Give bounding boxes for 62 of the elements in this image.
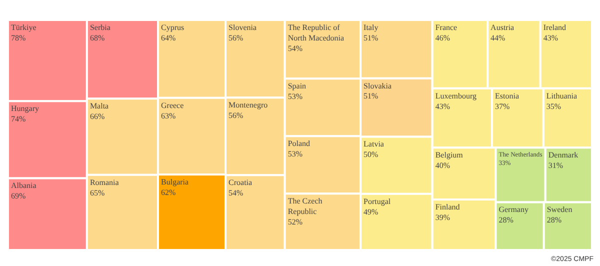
data-label: 62% [161,188,176,197]
data-label: 69% [11,192,26,201]
data-label: 43% [543,33,558,42]
category-label: Italy [364,23,378,32]
data-label: 64% [161,33,176,42]
data-label: 44% [490,33,506,42]
category-label: Latvia [364,140,384,149]
category-label: Sweden [546,205,572,214]
category-label: Malta [90,102,110,111]
data-label: 53% [288,149,303,158]
category-label: Montenegro [228,100,268,110]
category-label: Slovakia [364,81,392,90]
data-label: 35% [546,102,562,111]
category-label: Cyprus [161,23,184,32]
data-label: 65% [90,188,105,198]
category-label: Lithuania [546,91,578,100]
data-label: 28% [498,216,514,225]
category-label: Albania [11,181,37,190]
data-label: 56% [228,110,244,120]
data-label: 50% [364,150,379,160]
category-label: Portugal [364,196,392,206]
data-label: 46% [435,33,450,42]
data-label: 66% [90,112,105,121]
data-label: 49% [364,207,379,216]
category-label: Ireland [543,23,566,32]
data-label: 51% [364,33,379,42]
category-label: Finland [435,202,460,212]
data-label: 54% [288,44,303,53]
data-label: 37% [495,102,510,111]
data-label: 54% [228,188,244,198]
category-label: The Czech Republic [288,196,322,216]
category-label: The Republic of North Macedonia [288,23,344,42]
data-label: 74% [11,114,26,124]
data-label: 43% [435,102,450,111]
category-label: Belgium [435,150,464,160]
category-label: Romania [90,178,120,187]
category-label: Denmark [548,150,578,160]
category-label: Luxembourg [435,91,477,100]
data-label: 56% [228,33,244,42]
data-label: 68% [90,33,105,42]
category-label: Serbia [90,23,111,32]
data-label: 39% [435,212,450,222]
category-label: Estonia [495,91,520,100]
category-label: Poland [288,139,310,148]
data-label: 28% [546,216,562,225]
data-label: 40% [435,161,450,170]
category-label: Austria [490,23,515,32]
category-label: Türkiye [11,23,37,32]
category-label: Slovenia [228,23,257,32]
data-label: 53% [288,92,303,101]
category-label: Spain [288,82,306,91]
data-label: 78% [11,33,26,42]
data-label: 51% [364,92,379,101]
category-label: Croatia [228,178,253,188]
data-label: 63% [161,111,176,120]
category-label: Bulgaria [161,178,190,187]
category-label: France [435,23,458,32]
category-label: Germany [498,205,528,214]
category-label: Hungary [11,104,39,114]
category-label: Greece [161,100,184,110]
data-label: 52% [288,217,303,226]
data-label: 31% [548,161,564,170]
